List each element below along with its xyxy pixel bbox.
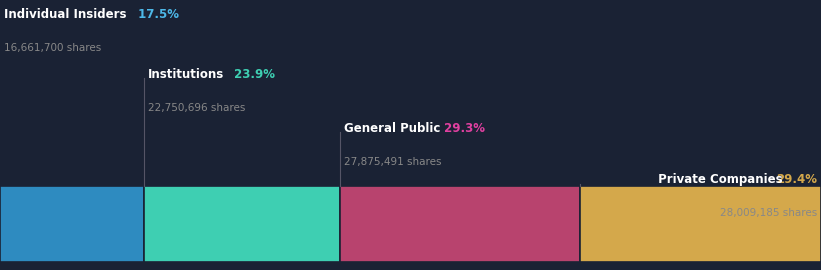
Text: General Public: General Public	[344, 122, 440, 134]
Text: 22,750,696 shares: 22,750,696 shares	[148, 103, 245, 113]
Text: 17.5%: 17.5%	[134, 8, 179, 21]
Text: Individual Insiders: Individual Insiders	[4, 8, 126, 21]
Text: 29.4%: 29.4%	[776, 173, 817, 186]
Text: Private Companies: Private Companies	[654, 173, 782, 186]
Bar	[144, 186, 340, 262]
Text: 27,875,491 shares: 27,875,491 shares	[344, 157, 441, 167]
Bar	[580, 186, 821, 262]
Bar	[0, 186, 144, 262]
Text: 23.9%: 23.9%	[230, 68, 275, 80]
Text: 29.3%: 29.3%	[439, 122, 484, 134]
Text: Institutions: Institutions	[148, 68, 224, 80]
Text: 16,661,700 shares: 16,661,700 shares	[4, 43, 101, 53]
Bar	[340, 186, 580, 262]
Text: 28,009,185 shares: 28,009,185 shares	[720, 208, 817, 218]
